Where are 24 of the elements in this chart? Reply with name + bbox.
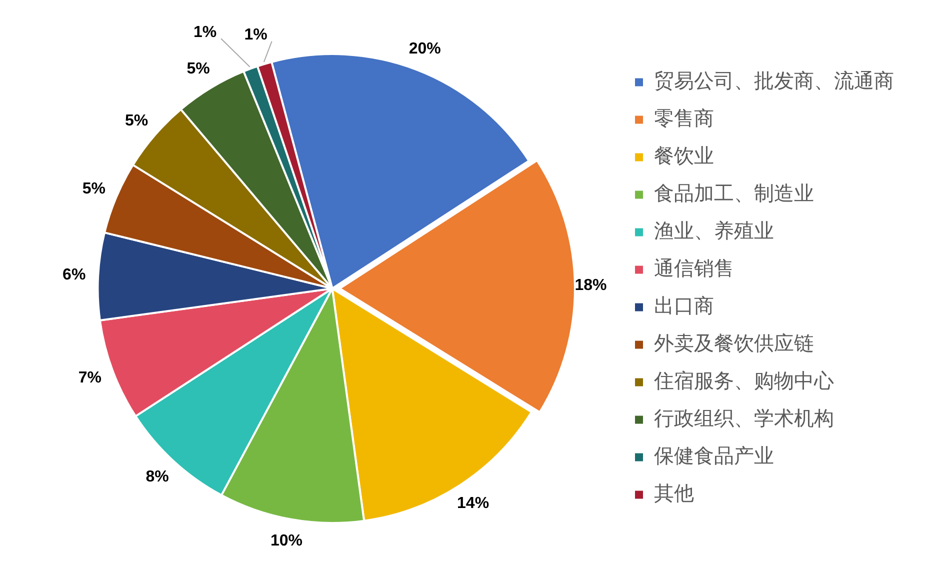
- legend-label: 外卖及餐饮供应链: [654, 330, 814, 355]
- data-label: 20%: [408, 40, 441, 58]
- data-label: 5%: [82, 180, 106, 198]
- data-label: 10%: [270, 532, 302, 550]
- data-label: 1%: [244, 26, 268, 44]
- legend-label: 保健食品产业: [654, 443, 774, 468]
- data-label: 18%: [574, 277, 607, 294]
- data-label: 7%: [78, 369, 102, 386]
- legend-label: 住宿服务、购物中心: [653, 368, 834, 392]
- legend-label: 通信销售: [654, 256, 734, 280]
- data-label: 5%: [125, 112, 148, 130]
- data-label: 6%: [62, 266, 86, 284]
- data-label: 14%: [457, 495, 490, 512]
- legend-label: 贸易公司、批发商、流通商: [654, 68, 894, 92]
- legend-label: 行政组织、学术机构: [654, 406, 834, 430]
- legend-label: 餐饮业: [654, 143, 714, 168]
- legend-label: 食品加工、制造业: [654, 180, 814, 205]
- legend-label: 其他: [654, 480, 694, 505]
- data-label: 1%: [193, 24, 217, 41]
- legend-label: 零售商: [654, 106, 714, 130]
- legend-label: 出口商: [654, 293, 714, 318]
- legend-label: 渔业、养殖业: [654, 218, 774, 242]
- data-label: 5%: [186, 60, 210, 78]
- data-label: 8%: [146, 468, 169, 486]
